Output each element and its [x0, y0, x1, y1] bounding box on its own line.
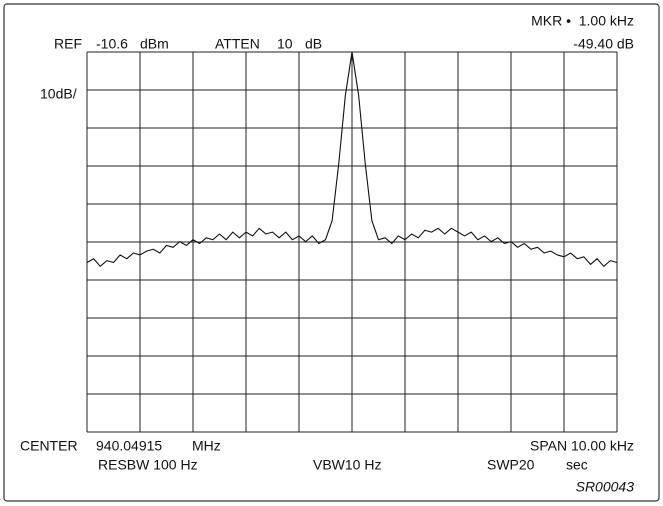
- ref-value: -10.6: [96, 36, 128, 52]
- atten-value: 10: [277, 36, 293, 52]
- center-unit: MHz: [192, 438, 221, 454]
- frame: [3, 3, 660, 502]
- span-label: SPAN 10.00 kHz: [530, 438, 634, 454]
- atten-unit: dB: [305, 36, 322, 52]
- ref-unit: dBm: [140, 36, 169, 52]
- figure-id: SR00043: [576, 479, 635, 495]
- ref-label: REF: [54, 36, 82, 52]
- center-value: 940.04915: [96, 438, 162, 454]
- marker-freq: MKR • 1.00 kHz: [531, 13, 634, 29]
- vbw-label: VBW10 Hz: [313, 457, 381, 473]
- resbw-label: RESBW 100 Hz: [98, 457, 198, 473]
- scale-label: 10dB/: [40, 86, 77, 102]
- marker-level: -49.40 dB: [573, 36, 634, 52]
- center-label: CENTER: [20, 438, 78, 454]
- swp-label: SWP20: [487, 457, 535, 473]
- swp-unit: sec: [566, 457, 588, 473]
- atten-label: ATTEN: [215, 36, 260, 52]
- trace: [86, 51, 618, 267]
